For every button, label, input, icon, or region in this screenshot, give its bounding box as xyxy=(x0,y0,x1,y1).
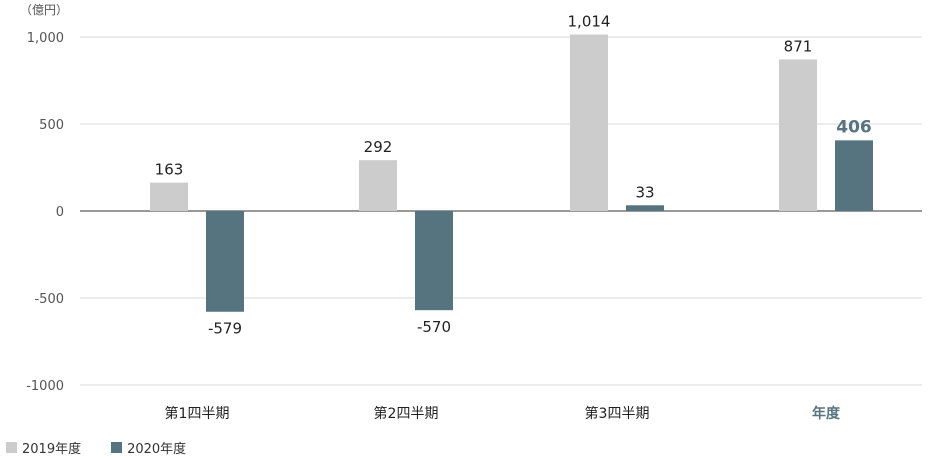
y-tick-label: 1,000 xyxy=(27,31,64,46)
legend-label-2019: 2019年度 xyxy=(22,442,82,457)
bar xyxy=(779,59,817,211)
bar xyxy=(150,182,188,211)
legend-item-2020: 2020年度 xyxy=(111,438,186,457)
legend-item-2019: 2019年度 xyxy=(6,438,81,457)
x-category-label: 第1四半期 xyxy=(165,405,230,422)
x-category-label: 年度 xyxy=(812,405,841,422)
legend: 2019年度 2020年度 xyxy=(6,438,186,457)
data-label: 406 xyxy=(836,117,872,137)
data-label: 871 xyxy=(784,37,813,55)
y-tick-label: 500 xyxy=(39,118,64,133)
data-label: -579 xyxy=(208,320,242,338)
bars xyxy=(150,34,873,312)
y-tick-label: -500 xyxy=(34,292,64,307)
y-axis: 1,000 500 0 -500 -1000 xyxy=(26,31,64,394)
x-category-label: 第3四半期 xyxy=(585,405,650,422)
data-label: -570 xyxy=(417,318,451,336)
x-axis: 第1四半期 第2四半期 第3四半期 年度 xyxy=(165,405,841,422)
data-label: 163 xyxy=(155,161,184,179)
unit-label: （億円） xyxy=(20,3,68,17)
bar xyxy=(835,140,873,211)
bar xyxy=(415,211,453,311)
bar xyxy=(206,211,244,312)
x-category-label: 第2四半期 xyxy=(374,405,439,422)
bar xyxy=(570,34,608,212)
y-tick-label: 0 xyxy=(56,205,64,220)
data-label: 292 xyxy=(364,138,393,156)
y-tick-label: -1000 xyxy=(26,379,64,394)
data-label: 33 xyxy=(635,183,654,201)
data-labels: 163 -579 292 -570 1,014 33 871 406 xyxy=(155,13,872,338)
bar xyxy=(359,160,397,211)
data-label: 1,014 xyxy=(568,13,611,31)
legend-label-2020: 2020年度 xyxy=(127,442,187,457)
legend-swatch-2020 xyxy=(111,442,123,453)
legend-swatch-2019 xyxy=(6,442,17,453)
bar-chart: （億円） 1,000 500 0 -500 -1000 163 -579 292 -570 1,… xyxy=(20,3,922,422)
bar xyxy=(626,205,664,211)
